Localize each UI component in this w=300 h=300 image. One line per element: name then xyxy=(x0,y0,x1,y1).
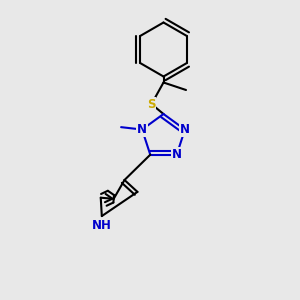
Text: NH: NH xyxy=(92,219,112,232)
Text: S: S xyxy=(147,98,156,111)
Text: N: N xyxy=(172,148,182,161)
Text: N: N xyxy=(137,123,147,136)
Text: N: N xyxy=(180,123,190,136)
